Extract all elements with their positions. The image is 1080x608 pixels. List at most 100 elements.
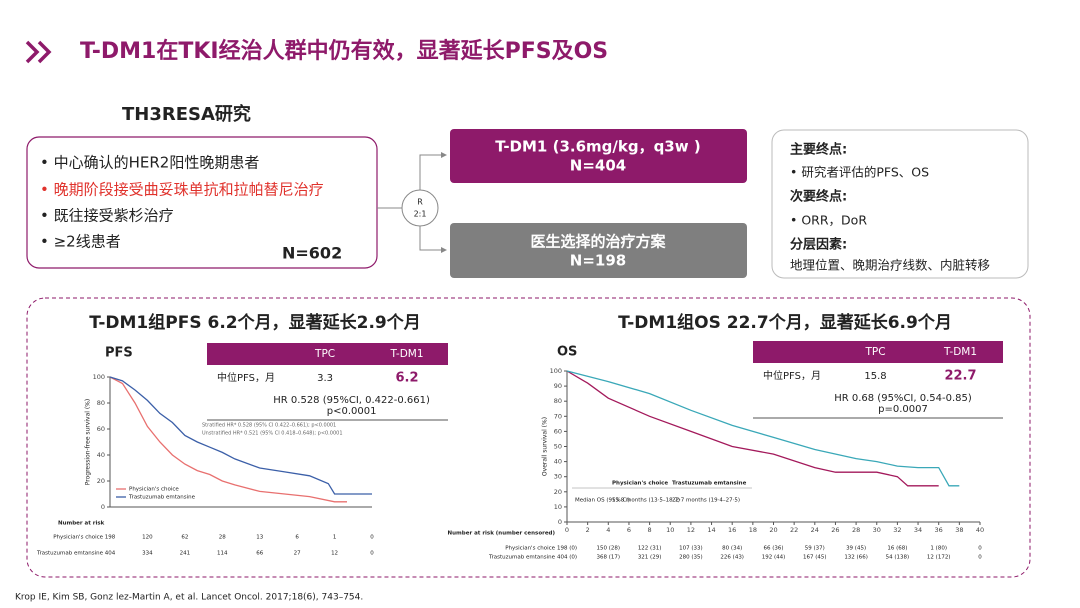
risk-cell: 0 (978, 555, 982, 561)
y-tick-label: 80 (97, 399, 105, 407)
risk-title: Number at risk (number censored) (448, 531, 556, 537)
risk-cell: 12 (172) (927, 555, 951, 561)
y-tick-label: 30 (554, 473, 562, 481)
risk-cell: 107 (33) (679, 546, 703, 552)
endpoint: 地理位置、晚期治疗线数、内脏转移 (790, 258, 990, 273)
risk-cell: 39 (45) (846, 546, 866, 552)
x-tick-label: 8 (648, 526, 652, 534)
summary-hr: HR 0.528 (95%CI, 0.422-0.661) (273, 395, 430, 406)
y-axis-label: Overall survival (%) (542, 417, 549, 476)
x-tick-label: 16 (728, 526, 736, 534)
chart-label: PFS (105, 346, 133, 361)
endpoint: • 研究者评估的PFS、OS (790, 165, 929, 180)
table-header: Physician's choice (612, 481, 668, 487)
risk-row-label: Trastuzumab emtansine (36, 551, 104, 557)
risk-cell: 13 (256, 535, 263, 541)
x-tick-label: 30 (873, 526, 881, 534)
x-tick-label: 10 (666, 526, 674, 534)
hr-note: Stratified HR* 0.528 (95% CI 0.422–0.661… (202, 423, 336, 429)
criteria-box (26, 136, 378, 269)
x-tick-label: 24 (811, 526, 819, 534)
summary-p: p<0.0001 (327, 406, 377, 417)
risk-cell: 120 (142, 535, 153, 541)
x-tick-label: 20 (769, 526, 777, 534)
randomization: 2:1 (414, 210, 427, 219)
y-tick-label: 90 (554, 382, 562, 390)
table-cell: 22·7 months (19·4–27·5) (672, 498, 740, 504)
risk-cell: 59 (37) (805, 546, 825, 552)
risk-cell: 0 (978, 546, 982, 552)
risk-cell: 334 (142, 551, 153, 557)
x-tick-label: 34 (914, 526, 922, 534)
arm-box (450, 223, 747, 278)
chart-title: T-DM1组OS 22.7个月，显著延长6.9个月 (618, 312, 952, 333)
y-tick-label: 40 (97, 451, 105, 459)
y-tick-label: 20 (554, 488, 562, 496)
risk-cell: 54 (138) (886, 555, 910, 561)
arm-name: T-DM1 (3.6mg/kg，q3w ) (495, 138, 700, 156)
y-tick-label: 40 (554, 458, 562, 466)
survival-curve (109, 376, 347, 503)
risk-cell: 16 (68) (887, 546, 907, 552)
arm-n: N=404 (570, 157, 626, 175)
x-tick-label: 32 (893, 526, 901, 534)
table-header: Trastuzumab emtansine (672, 481, 747, 487)
hr-note: Unstratified HR* 0.521 (95% CI 0.418–0.6… (202, 431, 343, 437)
risk-cell: 62 (181, 535, 188, 541)
x-tick-label: 22 (790, 526, 798, 534)
results-frame (26, 297, 1031, 578)
summary-value: 6.2 (396, 371, 419, 386)
y-axis-label: Progression-free survival (%) (85, 399, 92, 485)
y-tick-label: 20 (97, 477, 105, 485)
risk-cell: 321 (29) (638, 555, 662, 561)
risk-cell: 6 (295, 535, 299, 541)
summary-column: TPC (864, 346, 885, 358)
risk-cell: 27 (294, 551, 301, 557)
risk-cell: 1 (333, 535, 337, 541)
chart-label: OS (557, 345, 577, 360)
legend-label: Trastuzumab emtansine (128, 495, 196, 501)
risk-cell: 80 (34) (722, 546, 742, 552)
summary-hr: HR 0.68 (95%CI, 0.54-0.85) (834, 393, 972, 404)
y-tick-label: 10 (554, 503, 562, 511)
arm-n: N=198 (570, 252, 626, 270)
risk-cell: 198 (105, 535, 116, 541)
summary-column: T-DM1 (389, 348, 423, 360)
survival-curve (566, 370, 960, 487)
criterion: • 中心确认的HER2阳性晚期患者 (40, 154, 259, 172)
y-tick-label: 60 (554, 427, 562, 435)
risk-cell: 368 (17) (597, 555, 621, 561)
summary-column: TPC (314, 348, 335, 360)
summary-p: p=0.0007 (878, 404, 928, 415)
table-row-label: Median OS (95% CI) (575, 498, 630, 504)
risk-cell: 404 (0) (557, 555, 577, 561)
endpoint-heading: 次要终点: (790, 189, 847, 205)
endpoints-box (771, 129, 1029, 279)
connector (419, 152, 447, 190)
chart-title: T-DM1组PFS 6.2个月，显著延长2.9个月 (89, 312, 420, 333)
risk-cell: 167 (45) (803, 555, 827, 561)
y-tick-label: 100 (550, 367, 562, 375)
legend-label: Physician's choice (129, 487, 179, 493)
y-tick-label: 60 (97, 425, 105, 433)
risk-cell: 0 (370, 551, 374, 557)
summary-value: 22.7 (944, 369, 976, 384)
arm-name: 医生选择的治疗方案 (530, 233, 666, 251)
y-tick-label: 80 (554, 397, 562, 405)
risk-cell: 122 (31) (638, 546, 662, 552)
connector (419, 226, 447, 253)
risk-cell: 280 (35) (679, 555, 703, 561)
summary-header (207, 343, 448, 365)
x-tick-label: 36 (935, 526, 943, 534)
summary-row-label: 中位PFS，月 (217, 371, 275, 384)
randomization-circle (401, 189, 439, 227)
risk-cell: 132 (66) (844, 555, 868, 561)
risk-cell: 226 (43) (720, 555, 744, 561)
endpoint-heading: 主要终点: (790, 142, 847, 158)
risk-cell: 241 (180, 551, 191, 557)
x-tick-label: 38 (955, 526, 963, 534)
x-tick-label: 18 (749, 526, 757, 534)
risk-cell: 150 (28) (597, 546, 621, 552)
x-tick-label: 4 (606, 526, 610, 534)
